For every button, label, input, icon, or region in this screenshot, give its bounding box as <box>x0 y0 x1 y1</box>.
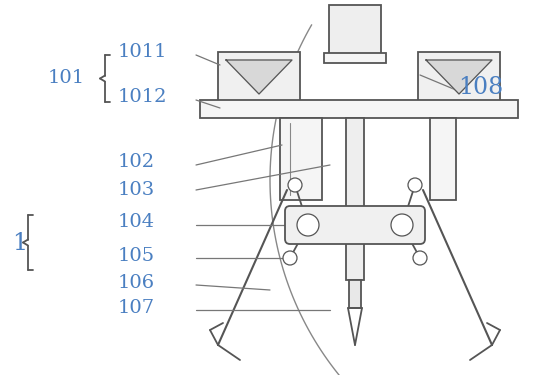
Polygon shape <box>226 60 292 94</box>
Text: 108: 108 <box>458 76 503 99</box>
Text: 101: 101 <box>48 69 85 87</box>
Text: 1012: 1012 <box>118 88 167 106</box>
Text: 103: 103 <box>118 181 155 199</box>
Text: 106: 106 <box>118 274 155 292</box>
Text: 1: 1 <box>12 231 27 255</box>
Circle shape <box>288 178 302 192</box>
Text: 102: 102 <box>118 153 155 171</box>
Bar <box>346 118 364 280</box>
Bar <box>280 118 322 200</box>
Polygon shape <box>426 60 492 94</box>
Bar <box>329 5 381 55</box>
Circle shape <box>297 214 319 236</box>
Circle shape <box>408 178 422 192</box>
Text: 1011: 1011 <box>118 43 167 61</box>
Circle shape <box>391 214 413 236</box>
Bar <box>324 53 386 63</box>
Circle shape <box>413 251 427 265</box>
Text: 104: 104 <box>118 213 155 231</box>
Text: 105: 105 <box>118 247 155 265</box>
Bar <box>200 100 518 118</box>
FancyBboxPatch shape <box>285 206 425 244</box>
Bar <box>418 52 500 102</box>
Bar <box>430 118 456 200</box>
Text: 107: 107 <box>118 299 155 317</box>
Bar <box>349 280 361 308</box>
Bar <box>218 52 300 102</box>
Circle shape <box>283 251 297 265</box>
